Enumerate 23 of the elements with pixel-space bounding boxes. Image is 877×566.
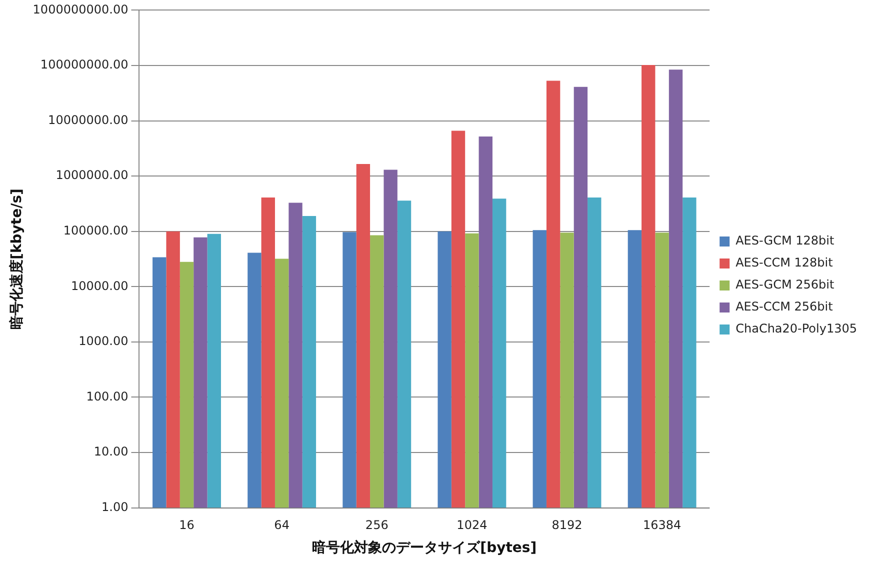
y-tick-label: 100000000.00 [40,58,128,72]
y-tick-label: 1.00 [102,500,128,514]
y-axis-title: 暗号化速度[kbyte/s] [8,188,26,330]
y-tick-label: 100.00 [86,389,128,404]
x-tick-label: 16 [179,518,194,532]
y-tick-label: 100000.00 [63,223,128,238]
x-tick-label: 64 [274,518,290,532]
legend-label: ChaCha20-Poly1305 [736,322,858,336]
legend-label: AES-CCM 128bit [736,256,834,270]
x-tick-label: 1024 [456,518,488,532]
x-tick-label: 16384 [642,518,682,532]
legend-label: AES-GCM 128bit [736,234,834,248]
y-tick-label: 1000000000.00 [32,2,128,16]
y-tick-label: 10000.00 [70,278,128,293]
legend-label: AES-CCM 256bit [736,300,834,314]
y-tick-label: 1000.00 [78,334,128,348]
x-tick-label: 8192 [552,518,582,532]
x-tick-label: 256 [365,518,388,532]
x-axis-title: 暗号化対象のデータサイズ[bytes] [312,539,537,556]
y-tick-label: 1000000.00 [56,168,128,182]
legend-label: AES-GCM 256bit [736,278,834,292]
y-tick-label: 10000000.00 [48,112,128,127]
y-tick-label: 10.00 [94,444,128,459]
